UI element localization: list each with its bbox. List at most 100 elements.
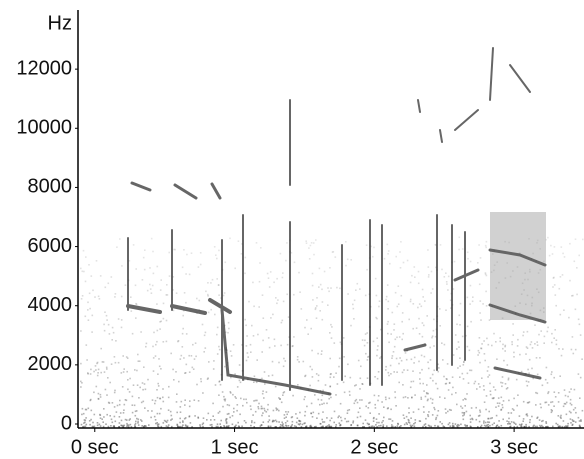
noise-dot <box>309 384 311 387</box>
noise-dot <box>466 345 469 348</box>
noise-dot <box>556 423 559 426</box>
noise-dot <box>523 289 525 291</box>
noise-dot <box>513 422 516 425</box>
noise-dot <box>275 297 277 299</box>
noise-dot <box>536 417 538 419</box>
noise-dot <box>233 411 235 413</box>
noise-dot <box>523 426 526 428</box>
noise-dot <box>88 292 91 295</box>
noise-dot <box>82 249 85 252</box>
noise-dot <box>359 377 362 380</box>
noise-dot <box>149 267 151 269</box>
noise-dot <box>478 283 481 286</box>
noise-dot <box>545 401 548 404</box>
noise-dot <box>366 332 368 334</box>
noise-dot <box>526 384 529 387</box>
noise-dot <box>110 363 113 365</box>
noise-dot <box>158 365 161 368</box>
noise-dot <box>228 327 230 330</box>
noise-dot <box>410 380 413 383</box>
noise-dot <box>463 360 465 363</box>
noise-dot <box>195 355 197 358</box>
noise-dot <box>378 300 381 302</box>
noise-dot <box>487 421 489 423</box>
noise-dot <box>540 330 542 332</box>
noise-dot <box>310 327 312 330</box>
noise-dot <box>487 423 489 426</box>
noise-dot <box>531 347 534 349</box>
noise-dot <box>521 282 524 285</box>
noise-dot <box>80 423 83 426</box>
noise-dot <box>451 393 453 396</box>
noise-dot <box>506 364 509 366</box>
noise-dot <box>146 289 149 292</box>
noise-dot <box>321 394 324 397</box>
noise-dot <box>531 296 534 299</box>
noise-dot <box>547 326 549 329</box>
noise-dot <box>518 415 521 417</box>
noise-dot <box>553 391 556 393</box>
noise-dot <box>282 425 285 428</box>
noise-dot <box>377 371 380 373</box>
noise-dot <box>567 425 569 427</box>
noise-dot <box>259 262 261 264</box>
noise-dot <box>312 411 315 414</box>
noise-dot <box>287 425 290 427</box>
noise-dot <box>390 426 393 428</box>
noise-dot <box>550 401 552 404</box>
noise-dot <box>87 319 90 321</box>
noise-dot <box>223 425 225 427</box>
noise-dot <box>461 407 464 409</box>
noise-dot <box>184 372 186 374</box>
noise-dot <box>231 423 234 426</box>
noise-dot <box>267 425 270 427</box>
noise-dot <box>459 376 461 378</box>
noise-dot <box>564 403 567 405</box>
noise-dot <box>97 372 99 374</box>
noise-dot <box>326 425 329 427</box>
noise-dot <box>311 416 314 418</box>
noise-dot <box>85 408 88 411</box>
noise-dot <box>225 421 228 423</box>
noise-dot <box>540 406 542 409</box>
noise-dot <box>400 241 402 243</box>
noise-dot <box>287 411 290 413</box>
noise-dot <box>299 422 302 425</box>
noise-dot <box>450 307 452 309</box>
noise-dot <box>502 347 504 350</box>
noise-dot <box>525 425 528 428</box>
noise-dot <box>431 402 434 404</box>
noise-dot <box>176 424 179 426</box>
noise-dot <box>485 274 488 277</box>
noise-dot <box>226 413 229 415</box>
noise-dot <box>107 377 109 379</box>
noise-dot <box>499 337 501 339</box>
noise-dot <box>442 359 444 361</box>
noise-dot <box>229 350 232 352</box>
noise-dot <box>279 252 282 255</box>
noise-dot <box>508 399 510 402</box>
noise-dot <box>389 262 391 265</box>
noise-dot <box>479 411 482 413</box>
noise-dot <box>154 419 157 421</box>
noise-dot <box>291 423 293 426</box>
noise-dot <box>98 423 101 426</box>
noise-dot <box>489 382 491 385</box>
noise-dot <box>110 418 113 421</box>
noise-dot <box>260 405 263 408</box>
noise-dot <box>373 246 375 249</box>
noise-dot <box>347 293 349 295</box>
noise-dot <box>200 380 202 383</box>
noise-dot <box>535 404 537 406</box>
noise-dot <box>292 345 294 347</box>
noise-dot <box>219 383 222 386</box>
noise-dot <box>402 261 405 264</box>
noise-dot <box>243 420 246 422</box>
noise-dot <box>225 419 227 422</box>
noise-dot <box>489 393 492 396</box>
noise-dot <box>311 368 313 371</box>
noise-dot <box>513 351 515 354</box>
noise-dot <box>104 311 106 313</box>
noise-dot <box>459 324 461 326</box>
